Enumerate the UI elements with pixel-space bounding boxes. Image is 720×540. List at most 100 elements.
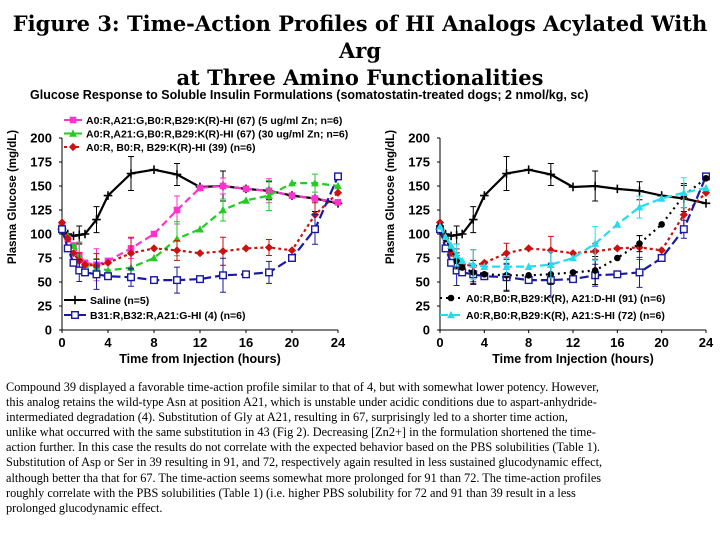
data-point xyxy=(334,199,342,206)
legend-label: A0:R, B0:R, B29:K(R)-HI (39) (n=6) xyxy=(86,142,255,154)
legend-label: A0:R,A21:G,B0:R,B29:K(R)-HI (67) (30 ug/… xyxy=(86,129,348,141)
data-point xyxy=(457,229,467,239)
y-tick-label: 150 xyxy=(30,179,52,194)
x-tick-label: 24 xyxy=(331,335,346,350)
x-tick-label: 12 xyxy=(566,335,580,350)
data-point xyxy=(613,244,622,253)
data-point xyxy=(469,260,478,269)
data-point xyxy=(149,276,158,285)
data-point xyxy=(80,268,89,277)
figure-title-line-2: at Three Amino Functionalities xyxy=(176,65,544,90)
data-point xyxy=(311,225,320,234)
x-tick-label: 4 xyxy=(481,335,489,350)
legend-bottom-entry: Saline (n=5) xyxy=(64,295,149,307)
data-point xyxy=(452,230,461,240)
data-point xyxy=(103,272,112,281)
x-tick-label: 0 xyxy=(58,335,65,350)
data-point xyxy=(569,269,577,276)
data-point xyxy=(311,195,319,202)
data-point xyxy=(103,258,113,267)
data-point xyxy=(58,225,67,234)
x-tick-label: 0 xyxy=(436,335,443,350)
data-point xyxy=(92,270,101,279)
data-point xyxy=(196,184,204,192)
data-point xyxy=(524,262,533,270)
data-point xyxy=(502,169,511,178)
chart-subtitle: Glucose Response to Soluble Insulin Form… xyxy=(30,88,589,102)
legend-label: A0:R,B0:R,B29:K(R), A21:S-HI (72) (n=6) xyxy=(466,310,665,322)
data-point xyxy=(546,260,555,269)
data-point xyxy=(103,191,113,200)
data-point xyxy=(195,249,205,258)
data-point xyxy=(74,230,84,240)
caption-line: prolonged glucodynamic effect. xyxy=(6,500,163,515)
data-point xyxy=(591,239,600,247)
data-point xyxy=(657,194,666,202)
data-point xyxy=(92,215,101,224)
data-point xyxy=(441,232,450,241)
legend-marker xyxy=(69,129,77,137)
data-point xyxy=(264,243,274,252)
series-line xyxy=(439,168,707,237)
y-tick-label: 200 xyxy=(30,131,52,146)
data-point xyxy=(569,275,578,284)
legend-marker xyxy=(447,310,455,319)
legend-label: Saline (n=5) xyxy=(90,295,149,307)
x-tick-label: 8 xyxy=(525,335,532,350)
data-point xyxy=(218,271,227,280)
data-point xyxy=(447,241,455,249)
data-point xyxy=(525,271,532,279)
data-point xyxy=(613,220,622,228)
legend-top-entry: A0:R,A21:G,B0:R,B29:K(R)-HI (67) (30 ug/… xyxy=(64,129,348,141)
data-point xyxy=(568,182,578,192)
data-point xyxy=(591,267,599,274)
legend-bottom-entry: A0:R,B0:R,B29:K(R), A21:D-HI (91) (n=6) xyxy=(440,293,665,305)
chart-panel-1: 0 25 50 75 100 125 150 175 200 0 4 8 12 16 20 24 Time fr… xyxy=(7,115,348,366)
data-point xyxy=(452,251,461,259)
data-point xyxy=(458,264,466,271)
y-tick-label: 125 xyxy=(30,203,52,218)
y-tick-label: 175 xyxy=(408,155,430,170)
data-point xyxy=(613,270,622,279)
data-point xyxy=(104,266,112,274)
data-point xyxy=(288,192,296,199)
caption-line: Compound 39 displayed a favorable time-a… xyxy=(6,380,599,394)
data-point xyxy=(80,260,90,269)
y-tick-label: 50 xyxy=(416,275,430,290)
y-tick-label: 0 xyxy=(45,323,52,338)
x-tick-label: 4 xyxy=(104,335,112,350)
data-point xyxy=(635,203,644,211)
data-point xyxy=(265,268,274,277)
legend-top-entry: A0:R,A21:G,B0:R,B29:K(R)-HI (67) (5 ug/m… xyxy=(64,115,342,127)
legend-marker xyxy=(70,311,79,320)
legend-marker xyxy=(69,116,77,124)
data-point xyxy=(80,229,90,239)
data-point xyxy=(480,191,489,200)
data-point xyxy=(126,249,136,258)
y-tick-label: 100 xyxy=(408,227,430,242)
data-point xyxy=(219,182,227,190)
series-3 xyxy=(436,172,711,298)
data-point xyxy=(524,165,533,174)
data-point xyxy=(149,244,159,253)
data-point xyxy=(679,188,688,197)
data-point xyxy=(436,222,444,230)
data-point xyxy=(657,246,666,255)
y-tick-label: 150 xyxy=(408,179,430,194)
data-point xyxy=(218,247,228,256)
caption-line: roughly correlate with the PBS solubilit… xyxy=(6,485,576,500)
data-point xyxy=(546,246,555,255)
y-tick-label: 25 xyxy=(38,299,52,314)
data-point xyxy=(546,170,556,179)
data-point xyxy=(242,196,250,204)
legend-marker xyxy=(70,295,80,305)
data-point xyxy=(172,170,182,179)
y-tick-label: 100 xyxy=(30,227,52,242)
caption-line: unlike what occurred with the same subst… xyxy=(6,425,596,440)
caption-line: this analog retains the wild-type Asn at… xyxy=(6,395,597,410)
chart-panel-2: 0 25 50 75 100 125 150 175 200 0 4 8 12 16 20 24 Time fr… xyxy=(385,130,714,366)
data-point xyxy=(241,244,251,253)
data-point xyxy=(150,230,158,238)
y-tick-label: 50 xyxy=(38,275,52,290)
